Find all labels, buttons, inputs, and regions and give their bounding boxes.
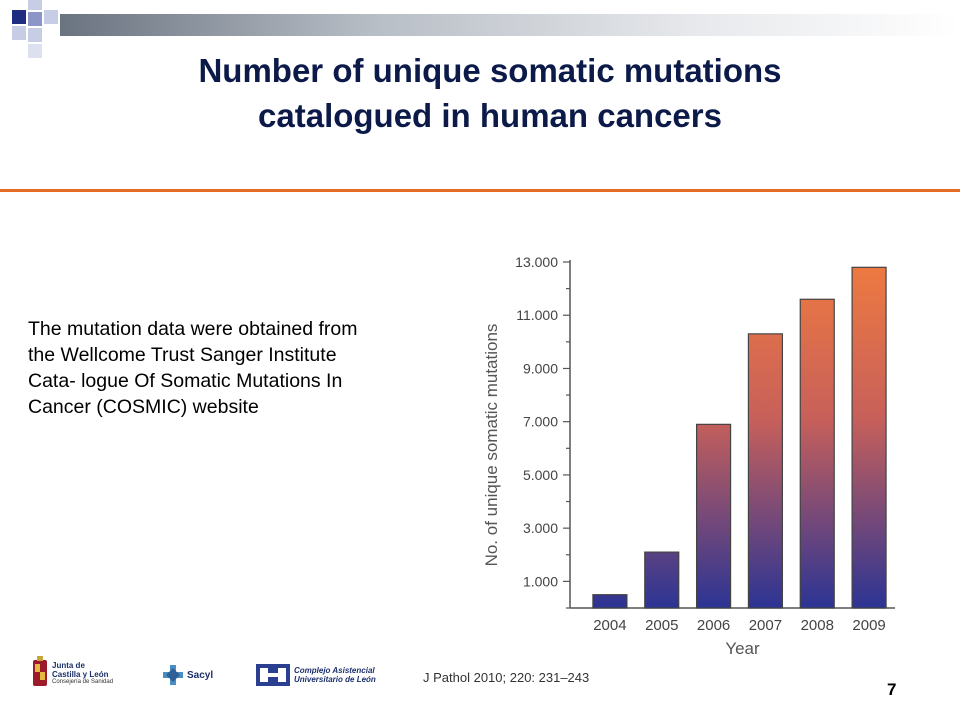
- x-tick-label: 2008: [801, 617, 834, 634]
- complejo-logo-text: Universitario de León: [294, 675, 376, 684]
- sacyl-logo-text: Sacyl: [187, 669, 214, 681]
- y-tick-label: 11.000: [516, 307, 558, 323]
- x-tick-label: 2004: [593, 617, 626, 634]
- x-tick-label: 2005: [645, 617, 678, 634]
- bar: [644, 551, 680, 609]
- x-tick-label: 2006: [697, 617, 730, 634]
- slide-title: Number of unique somatic mutations catal…: [130, 48, 850, 138]
- corner-square-decoration: [0, 0, 60, 60]
- y-tick-label: 5.000: [523, 467, 558, 483]
- title-line-2: catalogued in human cancers: [258, 97, 722, 134]
- complejo-logo: Complejo Asistencial Universitario de Le…: [256, 662, 376, 688]
- body-line: Cancer (COSMIC) website: [28, 396, 259, 418]
- body-line: The mutation data were obtained from: [28, 318, 358, 340]
- y-tick-label: 1.000: [523, 573, 558, 589]
- complejo-emblem-icon: [256, 664, 290, 686]
- x-tick-label: 2009: [852, 617, 885, 634]
- sacyl-cross-icon: [163, 665, 183, 685]
- bar: [695, 423, 732, 609]
- y-tick-label: 9.000: [523, 360, 558, 376]
- mutations-bar-chart: 1.000 3.000 5.000 7.000 9.000 11.000 13.000 200…: [482, 254, 895, 658]
- citation: J Pathol 2010; 220: 231–243: [423, 670, 590, 685]
- body-line: Cata- logue Of Somatic Mutations In: [28, 370, 343, 392]
- title-divider: [0, 189, 960, 192]
- bar: [592, 594, 628, 609]
- body-line: the Wellcome Trust Sanger Institute: [28, 344, 337, 366]
- y-tick-label: 13.000: [515, 254, 558, 270]
- sacyl-logo: Sacyl: [162, 664, 213, 686]
- bar: [747, 333, 784, 609]
- y-axis-title: No. of unique somatic mutations: [482, 324, 501, 567]
- page-number: 7: [887, 680, 897, 699]
- bar: [851, 266, 887, 609]
- junta-logo-text: Castilla y León: [52, 670, 109, 679]
- top-gradient-bar: [60, 14, 960, 36]
- bar: [799, 298, 835, 609]
- body-text: The mutation data were obtained from the…: [28, 316, 448, 420]
- x-tick-label: 2007: [749, 617, 782, 634]
- y-tick-label: 7.000: [523, 414, 558, 430]
- title-line-1: Number of unique somatic mutations: [198, 52, 782, 89]
- junta-logo: Junta de Castilla y León Consejería de S…: [32, 656, 113, 690]
- junta-logo-text: Junta de: [52, 661, 85, 670]
- complejo-logo-text: Complejo Asistencial: [294, 666, 375, 675]
- y-tick-label: 3.000: [523, 520, 558, 536]
- footer-logos: Junta de Castilla y León Consejería de S…: [24, 656, 424, 696]
- x-axis-title: Year: [725, 639, 760, 658]
- coat-of-arms-icon: [33, 656, 47, 686]
- junta-logo-subtext: Consejería de Sanidad: [52, 679, 114, 685]
